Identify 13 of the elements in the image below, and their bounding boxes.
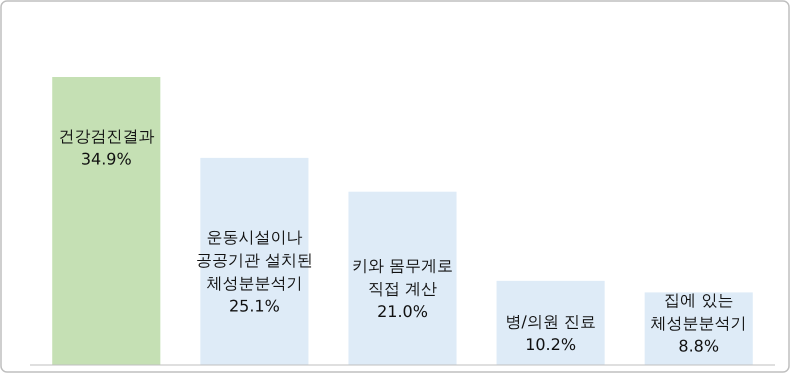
data-label: 21.0% — [377, 302, 428, 322]
bar — [348, 192, 457, 365]
x-tick-label: 운동시설이나 공공기관 설치된 체성분분석기 — [196, 228, 313, 293]
data-label: 25.1% — [228, 296, 280, 316]
data-label: 10.2% — [525, 335, 576, 354]
x-tick-label: 건강검진결과 — [58, 126, 154, 146]
x-tick-label: 집에 있는 체성분분석기 — [650, 290, 747, 332]
data-label: 34.9% — [80, 149, 132, 168]
x-tick-label: 병/의원 진료 — [505, 312, 596, 332]
bar — [496, 280, 605, 365]
bar — [52, 77, 160, 365]
x-tick-label: 키와 몸무게로 직접 계산 — [352, 256, 454, 298]
data-label: 8.8% — [678, 336, 720, 356]
